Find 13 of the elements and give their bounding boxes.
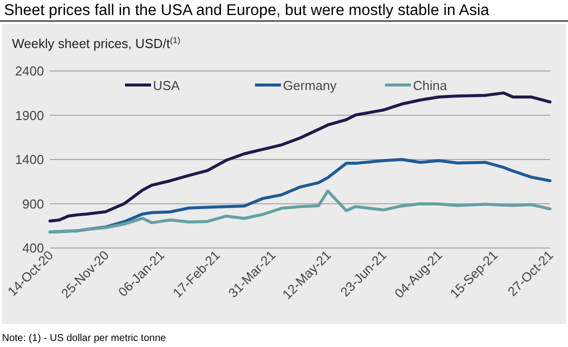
y-tick-label: 1900 — [15, 108, 44, 123]
legend-label: Germany — [283, 78, 337, 93]
line-series — [48, 190, 552, 234]
y-tick-label: 2400 — [15, 64, 44, 78]
text: Note: (1) - US dollar per metric tonne — [2, 333, 166, 344]
y-tick-label: 400 — [22, 240, 44, 256]
line-series — [48, 91, 552, 223]
legend-label: China — [413, 78, 448, 93]
chart-title: Sheet prices fall in the USA and Europe, but were mostly stable in Asia — [4, 2, 490, 19]
chart-subtitle: Weekly sheet prices, USD/t$^{(1)}$ — [12, 35, 180, 51]
y-tick-label: 900 — [22, 196, 44, 212]
y-tick-label: 1400 — [15, 152, 44, 167]
legend-label: USA — [153, 78, 180, 93]
